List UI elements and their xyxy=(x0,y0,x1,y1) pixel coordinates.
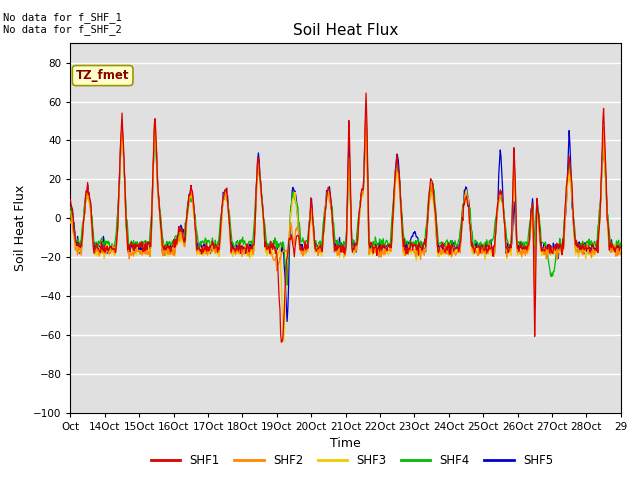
SHF3 xyxy=(404,251,412,256)
SHF3 xyxy=(617,249,625,254)
SHF4 xyxy=(617,240,625,246)
SHF3 xyxy=(260,221,268,227)
Line: SHF4: SHF4 xyxy=(70,120,621,285)
SHF4 xyxy=(232,239,240,245)
SHF1 xyxy=(232,246,240,252)
SHF5 xyxy=(280,264,288,269)
SHF4 xyxy=(284,282,291,288)
SHF2 xyxy=(531,296,538,302)
SHF4 xyxy=(280,247,288,252)
SHF1 xyxy=(435,250,442,256)
SHF5 xyxy=(362,103,370,109)
SHF1 xyxy=(281,288,289,294)
SHF2 xyxy=(131,250,139,256)
SHF3 xyxy=(435,246,442,252)
SHF4 xyxy=(404,240,412,246)
SHF4 xyxy=(435,241,442,247)
SHF1 xyxy=(131,246,139,252)
SHF3 xyxy=(362,121,370,127)
SHF4 xyxy=(131,242,139,248)
SHF1 xyxy=(404,251,412,256)
Line: SHF3: SHF3 xyxy=(70,124,621,342)
SHF2 xyxy=(260,216,268,222)
SHF3 xyxy=(131,249,139,255)
SHF1 xyxy=(260,214,268,220)
SHF4 xyxy=(260,215,268,221)
SHF2 xyxy=(67,208,74,214)
SHF4 xyxy=(362,118,370,123)
SHF5 xyxy=(67,205,74,211)
SHF2 xyxy=(403,248,411,253)
SHF5 xyxy=(617,249,625,254)
Title: Soil Heat Flux: Soil Heat Flux xyxy=(293,23,398,38)
SHF4 xyxy=(67,204,74,210)
Y-axis label: Soil Heat Flux: Soil Heat Flux xyxy=(15,185,28,271)
SHF5 xyxy=(435,242,442,248)
SHF2 xyxy=(434,248,442,254)
SHF3 xyxy=(280,339,287,345)
Line: SHF2: SHF2 xyxy=(70,108,621,299)
SHF5 xyxy=(131,250,139,255)
SHF5 xyxy=(284,319,291,324)
Line: SHF5: SHF5 xyxy=(70,106,621,322)
SHF3 xyxy=(232,247,240,252)
SHF2 xyxy=(617,252,625,258)
SHF5 xyxy=(404,245,412,251)
SHF1 xyxy=(617,244,625,250)
SHF1 xyxy=(67,197,74,203)
Text: TZ_fmet: TZ_fmet xyxy=(76,69,129,82)
Text: No data for f_SHF_1
No data for f_SHF_2: No data for f_SHF_1 No data for f_SHF_2 xyxy=(3,12,122,36)
SHF5 xyxy=(260,216,268,222)
SHF1 xyxy=(362,90,370,96)
SHF2 xyxy=(232,250,240,255)
SHF5 xyxy=(232,242,240,248)
X-axis label: Time: Time xyxy=(330,437,361,450)
SHF2 xyxy=(362,106,370,111)
SHF3 xyxy=(67,220,74,226)
SHF3 xyxy=(281,310,289,315)
SHF2 xyxy=(280,248,288,254)
Line: SHF1: SHF1 xyxy=(70,93,621,342)
SHF1 xyxy=(278,339,285,345)
Legend: SHF1, SHF2, SHF3, SHF4, SHF5: SHF1, SHF2, SHF3, SHF4, SHF5 xyxy=(146,449,558,472)
